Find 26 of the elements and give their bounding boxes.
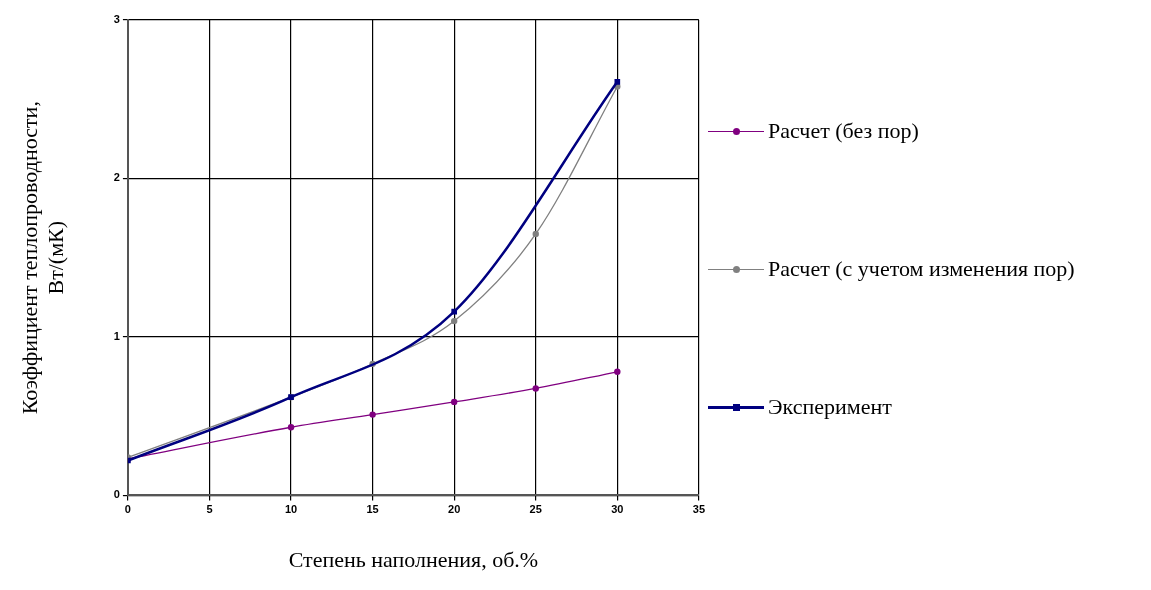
point (287, 424, 295, 431)
y-tick-label: 1 (113, 329, 120, 342)
x-tick-label: 20 (448, 503, 461, 516)
x-tick-label: 30 (611, 503, 624, 516)
point (532, 230, 539, 238)
y-tick-label: 0 (113, 488, 120, 501)
y-tick-label: 3 (113, 13, 120, 26)
point (451, 308, 458, 315)
x-axis-title: Степень наполнения, об.% (288, 546, 539, 572)
point (614, 78, 621, 85)
point (532, 385, 539, 392)
x-tick-label: 0 (124, 503, 131, 516)
x-tick-label: 10 (284, 503, 298, 516)
legend-label: Эксперимент (768, 394, 892, 420)
x-tick-label: 25 (529, 503, 542, 516)
x-tick-label: 5 (206, 503, 213, 516)
legend-label: Расчет (с учетом изменения пор) (768, 256, 1075, 282)
point (450, 317, 458, 325)
y-axis-title: Коэффициент теплопроводности, Вт/(мК) (16, 101, 69, 415)
x-tick-label: 35 (692, 503, 706, 516)
point (614, 368, 621, 375)
x-tick-label: 15 (366, 503, 379, 516)
y-tick-label: 2 (113, 171, 120, 184)
legend-label: Расчет (без пор) (768, 118, 919, 144)
point (450, 398, 458, 406)
point (369, 411, 376, 418)
